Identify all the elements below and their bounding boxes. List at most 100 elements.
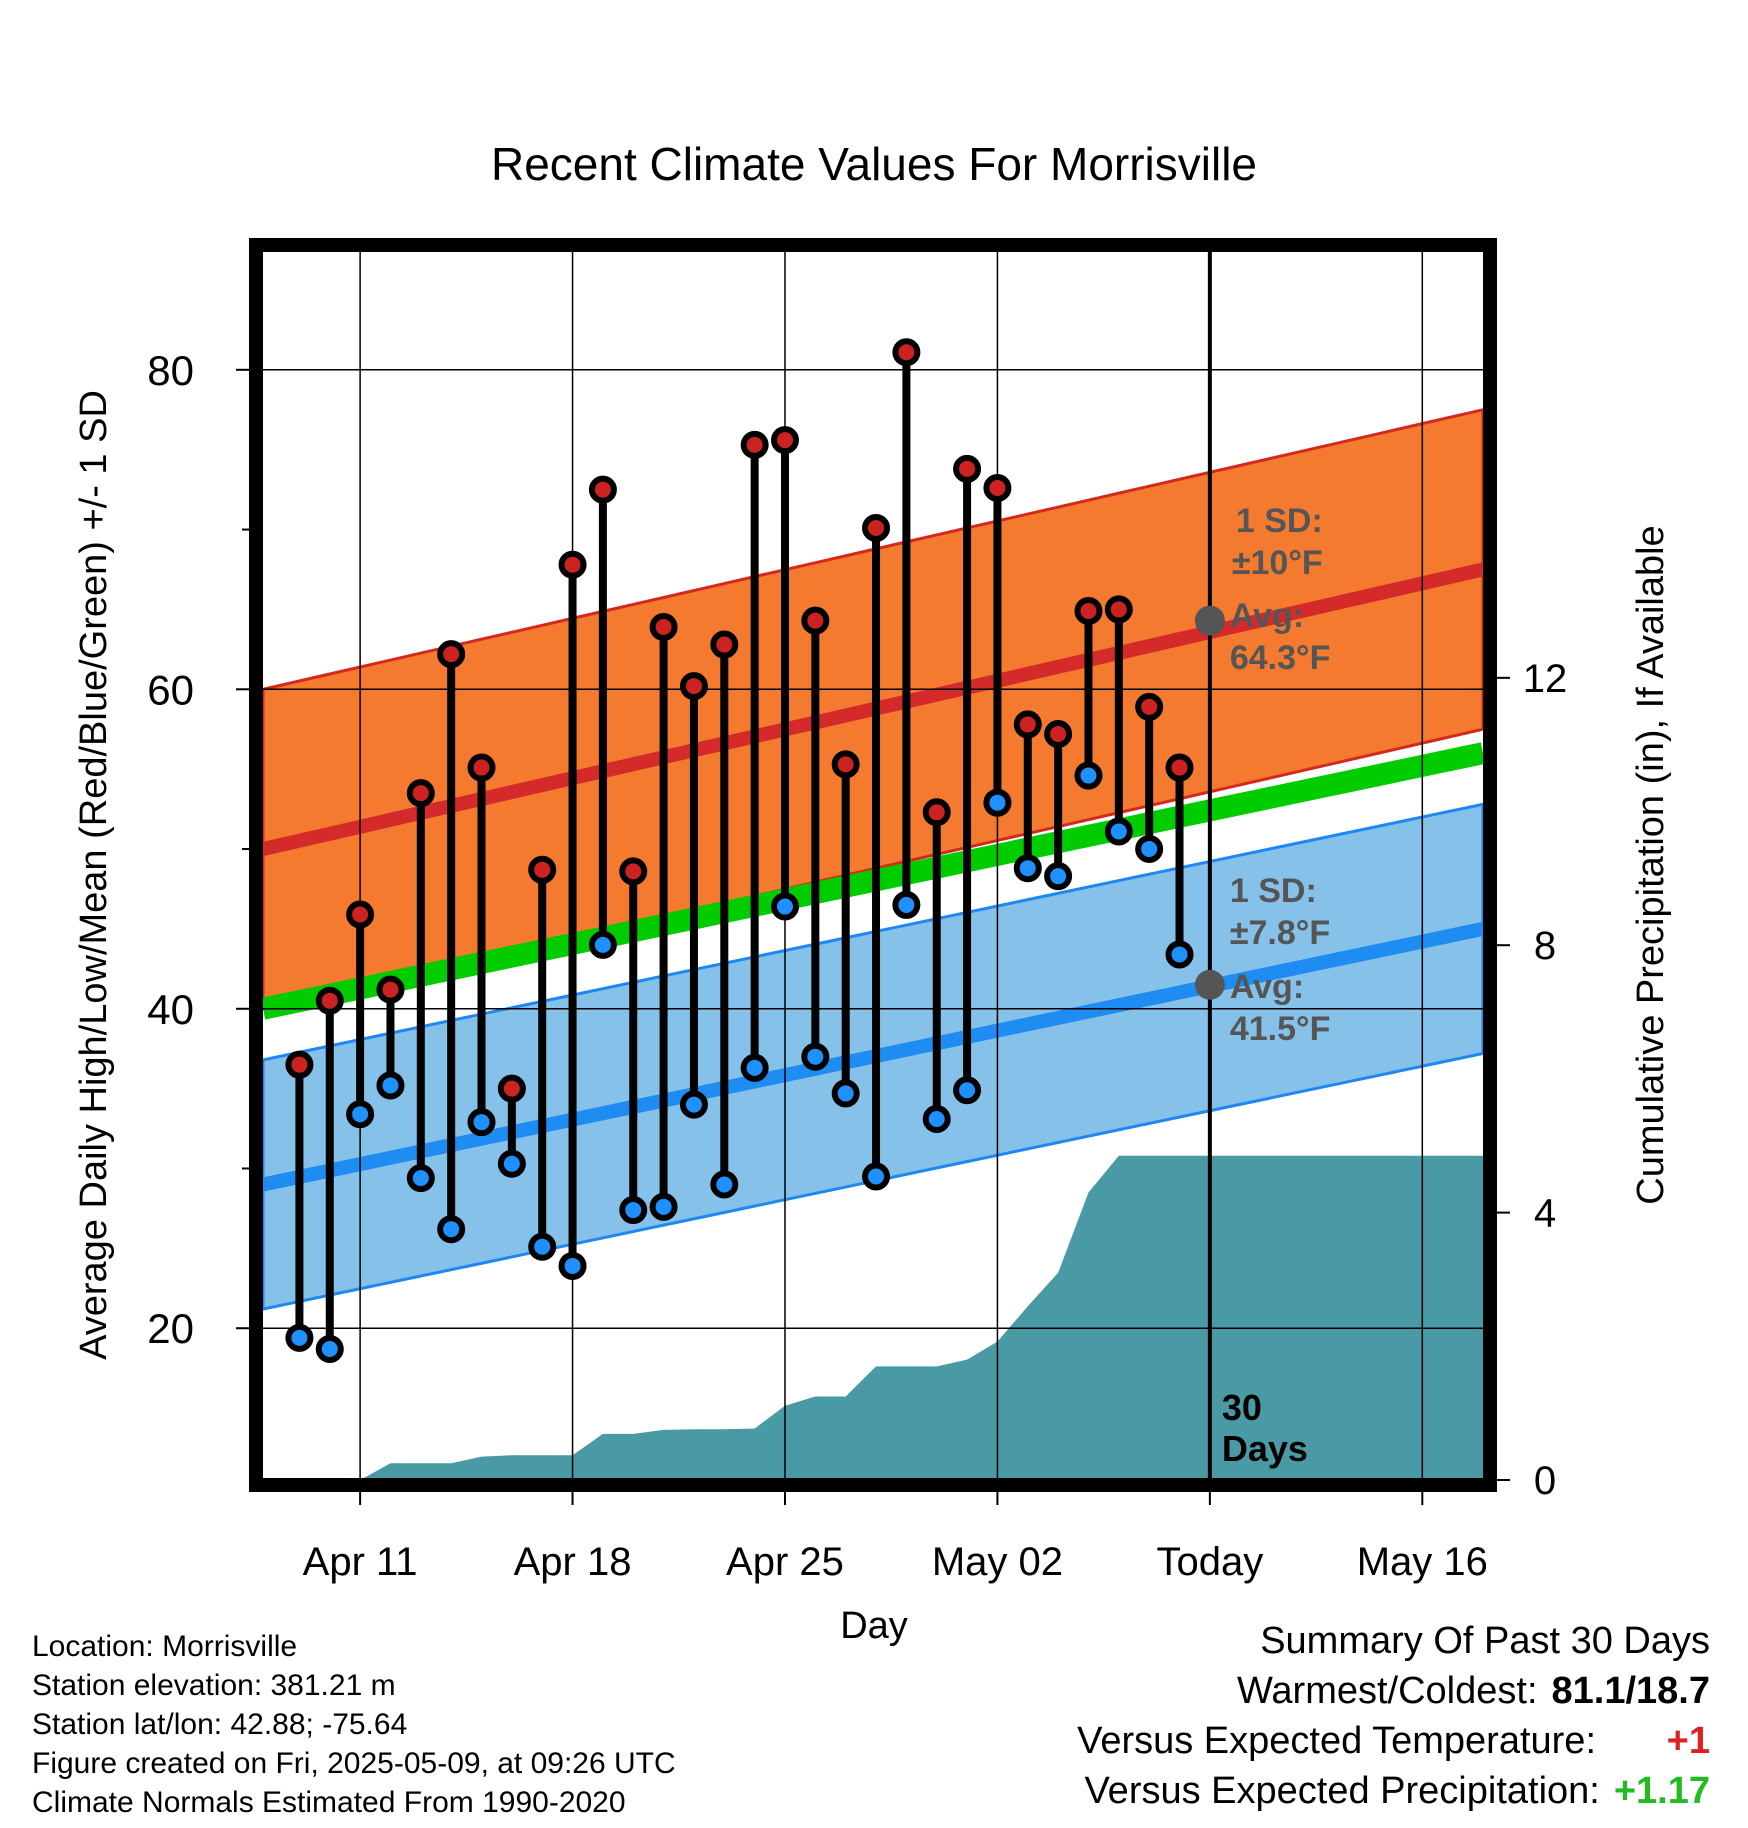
- y-tick-label-80: 80: [147, 347, 194, 394]
- low-point-5: [437, 1215, 466, 1244]
- summary-warmest-value: 81.1/18.7: [1551, 1670, 1710, 1712]
- info-normals: Climate Normals Estimated From 1990-2020: [32, 1786, 626, 1819]
- high-point-10: [588, 475, 617, 504]
- summary-warmest: Warmest/Coldest: 81.1/18.7: [1237, 1670, 1710, 1713]
- high-point-13: [679, 672, 708, 701]
- high-point-21: [922, 798, 951, 827]
- high-point-4: [406, 779, 435, 808]
- summary-precip: Versus Expected Precipitation: +1.17: [1084, 1770, 1710, 1813]
- plot-frame: [249, 238, 1497, 1492]
- y-tick-label-40: 40: [147, 986, 194, 1033]
- low-point-14: [710, 1170, 739, 1199]
- low-point-20: [892, 890, 921, 919]
- info-created: Figure created on Fri, 2025-05-09, at 09…: [32, 1747, 676, 1780]
- precip-area-layer: [263, 1155, 1483, 1480]
- low-point-13: [679, 1090, 708, 1119]
- low-point-19: [862, 1162, 891, 1191]
- info-latlon: Station lat/lon: 42.88; -75.64: [32, 1708, 408, 1741]
- low-point-9: [558, 1251, 587, 1280]
- high-point-17: [801, 606, 830, 635]
- low-point-29: [1165, 940, 1194, 969]
- low-point-27: [1104, 817, 1133, 846]
- low-point-7: [497, 1149, 526, 1178]
- low-point-0: [285, 1323, 314, 1352]
- x-tick-label-may-16: May 16: [1357, 1540, 1488, 1584]
- high-sd-value: ±10°F: [1232, 544, 1323, 582]
- summary-heading: Summary Of Past 30 Days: [1260, 1620, 1710, 1662]
- low-point-16: [770, 892, 799, 921]
- low-point-4: [406, 1164, 435, 1193]
- y2-tick-label-8: 8: [1534, 924, 1556, 968]
- high-point-12: [649, 612, 678, 641]
- low-point-17: [801, 1042, 830, 1071]
- info-elevation: Station elevation: 381.21 m: [32, 1669, 396, 1702]
- y-tick-label-20: 20: [147, 1305, 194, 1352]
- y2-tick-label-12: 12: [1523, 657, 1568, 701]
- high-point-24: [1013, 710, 1042, 739]
- high-point-1: [315, 986, 344, 1015]
- daily-points: [285, 338, 1194, 1364]
- low-point-12: [649, 1192, 678, 1221]
- high-point-20: [892, 338, 921, 367]
- low-point-24: [1013, 854, 1042, 883]
- x-axis-label: Day: [840, 1605, 908, 1647]
- x-tick-label-may-02: May 02: [932, 1540, 1063, 1584]
- today-days-label-1: 30: [1222, 1387, 1262, 1428]
- low-avg-label: Avg:: [1230, 968, 1304, 1006]
- y-tick-label-60: 60: [147, 666, 194, 713]
- low-sd-value: ±7.8°F: [1230, 914, 1330, 952]
- high-avg-label: Avg:: [1230, 597, 1304, 635]
- low-sd-label: 1 SD:: [1230, 872, 1317, 910]
- high-point-25: [1044, 720, 1073, 749]
- high-point-23: [983, 474, 1012, 503]
- y2-axis-label: Cumulative Precipitation (in), If Availa…: [1630, 525, 1672, 1204]
- summary-temp-value: +1: [1666, 1720, 1710, 1762]
- low-point-22: [953, 1076, 982, 1105]
- high-point-7: [497, 1074, 526, 1103]
- low-point-3: [376, 1071, 405, 1100]
- high-point-9: [558, 550, 587, 579]
- x-tick-label-apr-11: Apr 11: [303, 1540, 418, 1584]
- axes: 20 40 60 80 0 4 8 12 Apr 11 Apr 18 Apr 25 May 02 Tod…: [147, 347, 1567, 1584]
- low-point-23: [983, 788, 1012, 817]
- normal-annotations: 1 SD: ±10°F Avg: 64.3°F 1 SD: ±7.8°F Avg: 41.5°…: [1194, 502, 1331, 1048]
- y-axis-label: Average Daily High/Low/Mean (Red/Blue/Gr…: [73, 390, 115, 1360]
- low-point-26: [1074, 761, 1103, 790]
- high-point-8: [528, 855, 557, 884]
- y2-tick-label-4: 4: [1534, 1192, 1556, 1236]
- high-point-2: [346, 900, 375, 929]
- summary-temp: Versus Expected Temperature: +1: [1077, 1720, 1710, 1763]
- chart-title: Recent Climate Values For Morrisville: [491, 138, 1257, 190]
- low-point-15: [740, 1053, 769, 1082]
- precip-area: [263, 1155, 1483, 1480]
- high-point-3: [376, 975, 405, 1004]
- high-point-27: [1104, 595, 1133, 624]
- summary-temp-label: Versus Expected Temperature:: [1077, 1720, 1596, 1762]
- high-point-26: [1074, 597, 1103, 626]
- high-point-29: [1165, 753, 1194, 782]
- high-point-18: [831, 750, 860, 779]
- high-avg-marker: [1194, 605, 1225, 636]
- low-point-18: [831, 1079, 860, 1108]
- low-point-8: [528, 1232, 557, 1261]
- high-point-15: [740, 430, 769, 459]
- info-location: Location: Morrisville: [32, 1630, 298, 1663]
- high-point-16: [770, 426, 799, 455]
- daily-stems: [295, 352, 1184, 1350]
- high-avg-value: 64.3°F: [1230, 639, 1331, 677]
- high-point-14: [710, 630, 739, 659]
- high-point-19: [862, 513, 891, 542]
- high-point-28: [1135, 692, 1164, 721]
- high-point-5: [437, 640, 466, 669]
- high-point-22: [953, 454, 982, 483]
- today-days-label-2: Days: [1222, 1428, 1308, 1469]
- high-point-0: [285, 1050, 314, 1079]
- low-avg-marker: [1194, 969, 1225, 1000]
- x-tick-label-apr-18: Apr 18: [514, 1540, 632, 1584]
- low-point-1: [315, 1335, 344, 1364]
- x-tick-label-apr-25: Apr 25: [726, 1540, 844, 1584]
- low-avg-value: 41.5°F: [1230, 1010, 1331, 1048]
- low-point-11: [619, 1196, 648, 1225]
